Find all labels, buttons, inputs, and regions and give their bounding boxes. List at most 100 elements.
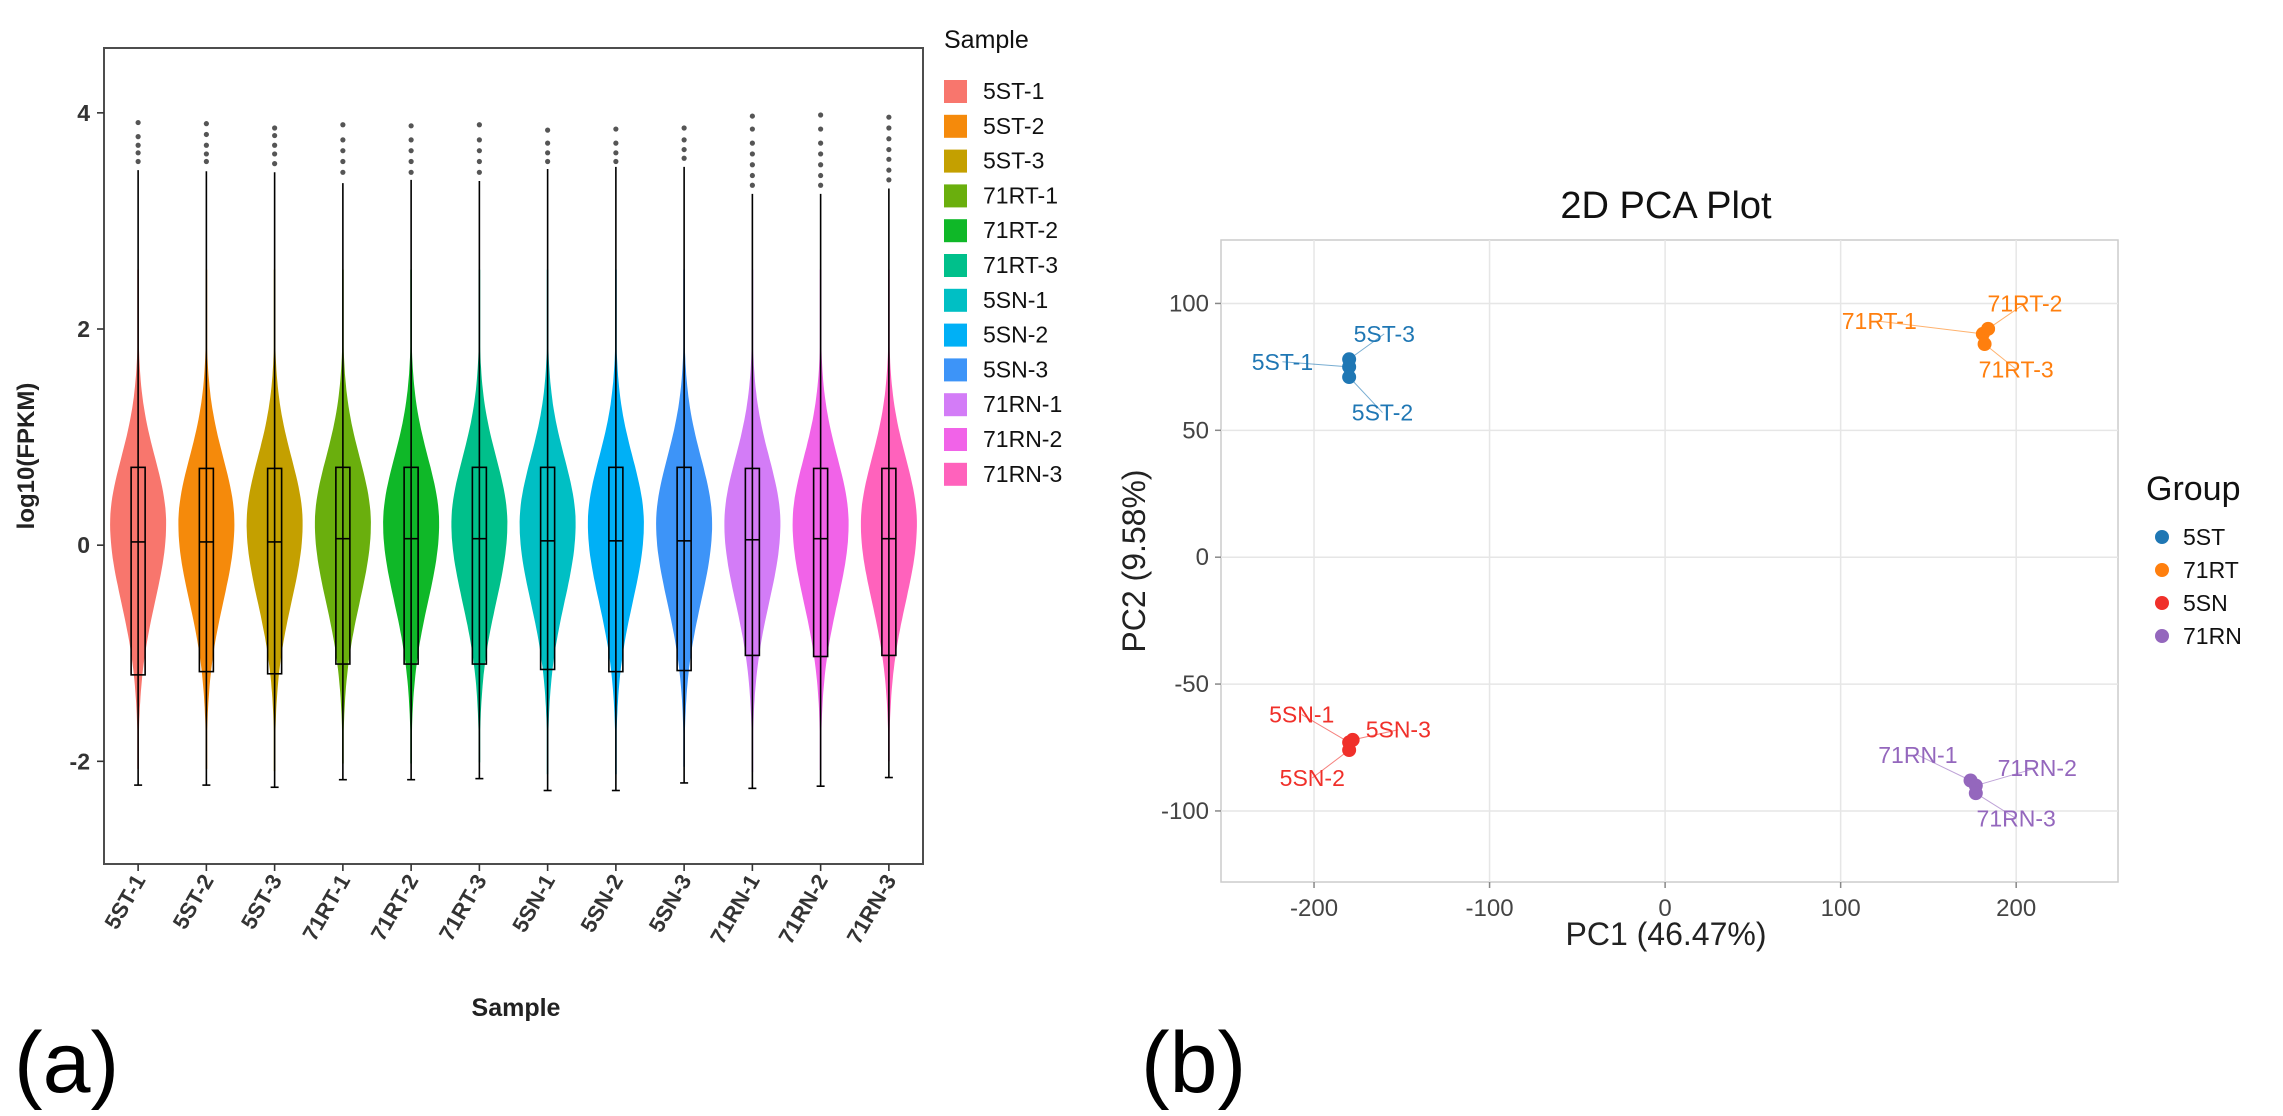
outlier-point	[476, 169, 482, 175]
outlier-point	[613, 158, 619, 165]
y-tick-label: 0	[1196, 544, 1209, 571]
outlier-point	[340, 137, 346, 143]
violin-x-axis-label: Sample	[472, 994, 561, 1022]
outlier-point	[613, 150, 619, 156]
pca-legend: Group 5ST 71RT 5SN 71RN	[2146, 470, 2242, 649]
panel-label-a: (a)	[14, 1015, 119, 1111]
violin-y-axis: -2 0 2 4	[70, 100, 104, 774]
legend-label-5SN-1: 5SN-1	[983, 287, 1048, 313]
x-tick-label: 71RN-1	[705, 870, 765, 948]
outlier-point	[408, 137, 414, 143]
outlier-point	[408, 148, 414, 154]
outlier-point	[749, 140, 755, 146]
label-connector	[1301, 714, 1350, 743]
label-connector	[1352, 729, 1399, 741]
y-tick-label: -50	[1174, 671, 1209, 698]
outlier-point	[408, 123, 414, 129]
x-tick-label: 100	[1821, 895, 1861, 922]
legend-label-71RT-3: 71RT-3	[983, 252, 1058, 278]
legend-swatch-71RN-2	[944, 428, 967, 451]
outlier-point	[340, 148, 346, 154]
x-tick-label: 5ST-2	[168, 870, 219, 933]
x-tick-label: 71RN-3	[842, 870, 902, 948]
legend-label-71RT: 71RT	[2183, 557, 2239, 583]
pca-plot-panel: 2D PCA Plot -200 -100 0 100 200 -100 -50 0 50 100…	[1116, 185, 2242, 952]
outlier-point	[749, 182, 755, 188]
legend-label-5SN-3: 5SN-3	[983, 356, 1048, 382]
legend-marker-5SN	[2155, 596, 2169, 610]
outlier-point	[749, 162, 755, 168]
x-tick-label: 71RT-3	[434, 870, 492, 945]
pca-grid	[1221, 240, 2118, 882]
label-connector	[1987, 303, 2026, 330]
y-tick-label: -100	[1161, 798, 1209, 825]
x-tick-label: 5SN-3	[644, 870, 697, 937]
pca-title: 2D PCA Plot	[1560, 185, 1772, 227]
outlier-point	[272, 151, 278, 157]
legend-marker-71RN	[2155, 629, 2169, 643]
legend-swatch-71RN-3	[944, 462, 967, 486]
outlier-point	[476, 158, 482, 165]
outlier-point	[340, 169, 346, 175]
outlier-point	[886, 146, 892, 153]
legend-swatch-71RT-2	[944, 219, 967, 243]
box-5ST-3	[266, 467, 283, 675]
legend-label-71RT-2: 71RT-2	[983, 217, 1058, 243]
outlier-point	[135, 150, 141, 156]
outlier-point	[749, 172, 755, 179]
y-tick-label: -2	[70, 748, 90, 774]
y-tick-label: 0	[77, 532, 90, 558]
box-5ST-2	[198, 467, 215, 673]
legend-label-5SN: 5SN	[2183, 590, 2228, 616]
legend-label-5ST-3: 5ST-3	[983, 148, 1044, 174]
box-5SN-3	[676, 466, 692, 672]
pca-y-axis-label: PC2 (9.58%)	[1116, 469, 1152, 652]
pca-point-71RN-3	[1968, 786, 1983, 801]
outlier-point	[886, 177, 892, 183]
pca-point-label: 71RN-2	[1998, 755, 2077, 781]
pca-point-label: 71RN-1	[1878, 742, 1957, 768]
legend-label-5ST: 5ST	[2183, 524, 2225, 550]
label-connector	[1879, 320, 1983, 335]
violin-plot-area	[103, 47, 924, 865]
violin-x-axis: 5ST-1 5ST-2 5ST-3 71RT-1 71RT-2 71RT-3 5SN-1 5S…	[99, 864, 901, 948]
outlier-point	[340, 122, 346, 128]
violin-legend: Sample 5ST-1 5ST-2 5ST-3 71RT-1 71RT-2 71RT-3…	[944, 26, 1062, 487]
outlier-point	[545, 158, 551, 165]
outlier-point	[613, 140, 619, 146]
outlier-point	[818, 140, 824, 146]
pca-point-label: 5SN-2	[1280, 765, 1345, 791]
box-5ST-1	[130, 466, 146, 676]
pca-legend-title: Group	[2146, 470, 2241, 508]
outlier-point	[203, 131, 209, 138]
pca-point-label: 5SN-3	[1366, 717, 1431, 743]
x-tick-label: 5ST-1	[99, 870, 150, 933]
legend-swatch-5ST-1	[944, 80, 967, 103]
pca-point-71RT-2	[1981, 321, 1996, 336]
outlier-point	[818, 162, 824, 168]
legend-swatch-5ST-3	[944, 149, 967, 173]
legend-label-71RT-1: 71RT-1	[983, 182, 1058, 208]
x-tick-label: 0	[1658, 895, 1671, 922]
legend-label-5ST-1: 5ST-1	[983, 78, 1044, 104]
label-connector	[1348, 376, 1383, 413]
legend-label-5ST-2: 5ST-2	[983, 113, 1044, 139]
outlier-point	[135, 134, 141, 140]
legend-label-71RN: 71RN	[2183, 623, 2242, 649]
legend-swatch-71RT-3	[944, 254, 967, 277]
outlier-point	[749, 113, 755, 119]
legend-label-71RN-1: 71RN-1	[983, 391, 1062, 417]
outlier-point	[749, 151, 755, 157]
outlier-point	[272, 125, 278, 131]
outlier-point	[818, 126, 824, 132]
pca-point-5ST-2	[1342, 370, 1357, 385]
outlier-point	[203, 142, 209, 148]
pca-point-label: 5ST-3	[1354, 321, 1415, 347]
pca-point-label: 71RT-3	[1979, 356, 2054, 382]
x-tick-label: 71RT-1	[297, 870, 355, 945]
box-71RN-2	[812, 467, 829, 658]
box-71RT-2	[403, 466, 419, 665]
legend-label-71RN-2: 71RN-2	[983, 426, 1062, 452]
